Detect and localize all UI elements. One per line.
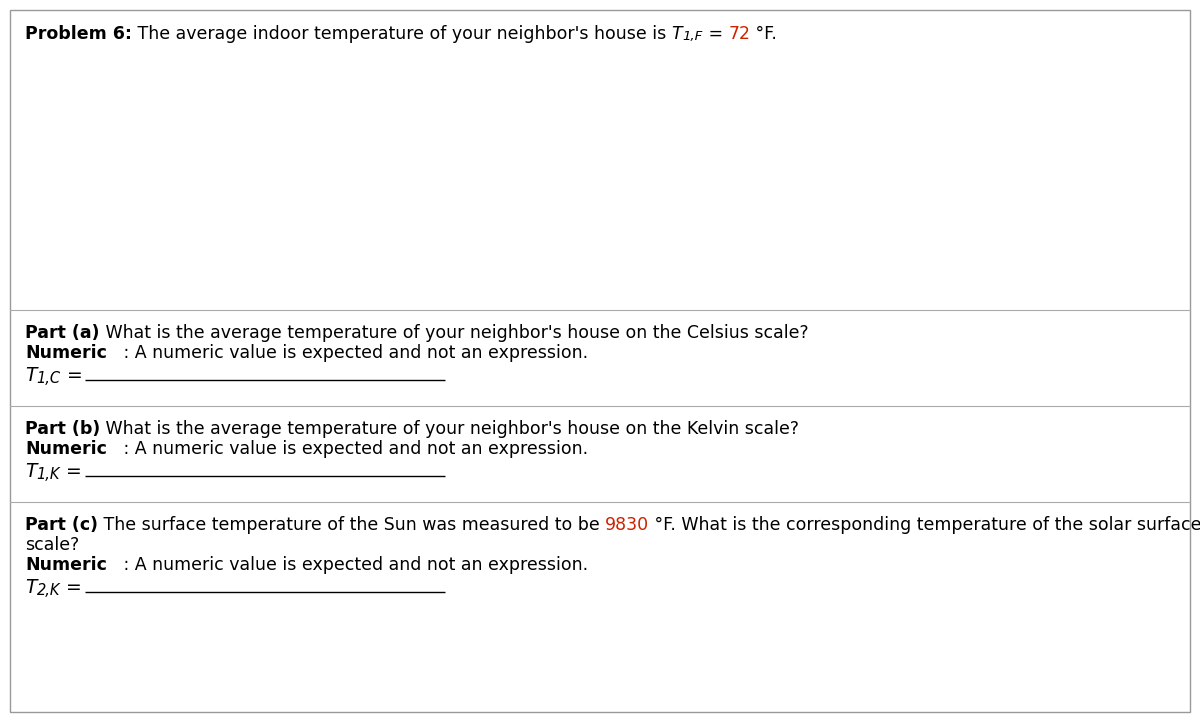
Text: T: T <box>672 25 683 43</box>
Text: T: T <box>25 366 36 385</box>
Text: T: T <box>25 578 36 597</box>
Text: °F.: °F. <box>750 25 778 43</box>
Text: The average indoor temperature of your neighbor's house is: The average indoor temperature of your n… <box>132 25 672 43</box>
Text: Part (c): Part (c) <box>25 516 98 534</box>
Text: 1,K: 1,K <box>36 467 60 482</box>
Text: =: = <box>61 366 83 385</box>
Text: 9830: 9830 <box>605 516 649 534</box>
Text: scale?: scale? <box>25 536 79 554</box>
Text: °F. What is the corresponding temperature of the solar surface on the Kelvin: °F. What is the corresponding temperatur… <box>649 516 1200 534</box>
Text: The surface temperature of the Sun was measured to be: The surface temperature of the Sun was m… <box>98 516 605 534</box>
Text: 1,F: 1,F <box>683 30 703 43</box>
Text: Numeric: Numeric <box>25 344 107 362</box>
Text: : A numeric value is expected and not an expression.: : A numeric value is expected and not an… <box>107 344 588 362</box>
Text: =: = <box>60 462 82 481</box>
Text: Numeric: Numeric <box>25 556 107 574</box>
Text: Part (a): Part (a) <box>25 324 100 342</box>
Text: Numeric: Numeric <box>25 440 107 458</box>
Text: 1,C: 1,C <box>36 371 61 386</box>
Text: What is the average temperature of your neighbor's house on the Celsius scale?: What is the average temperature of your … <box>100 324 808 342</box>
Text: =: = <box>703 25 728 43</box>
Text: : A numeric value is expected and not an expression.: : A numeric value is expected and not an… <box>107 440 588 458</box>
Text: 72: 72 <box>728 25 750 43</box>
Text: T: T <box>25 462 36 481</box>
Text: What is the average temperature of your neighbor's house on the Kelvin scale?: What is the average temperature of your … <box>101 420 799 438</box>
Text: 2,K: 2,K <box>36 583 60 598</box>
Text: =: = <box>60 578 82 597</box>
Text: : A numeric value is expected and not an expression.: : A numeric value is expected and not an… <box>107 556 588 574</box>
Text: Problem 6:: Problem 6: <box>25 25 132 43</box>
Text: Part (b): Part (b) <box>25 420 101 438</box>
